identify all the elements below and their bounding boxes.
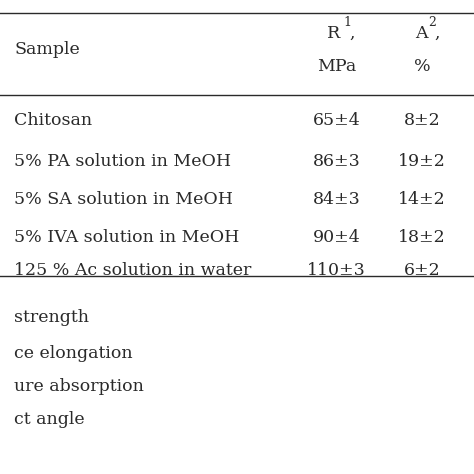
Text: strength: strength	[14, 309, 89, 326]
Text: ce elongation: ce elongation	[14, 345, 133, 362]
Text: 65±4: 65±4	[313, 112, 360, 129]
Text: MPa: MPa	[317, 58, 356, 75]
Text: 125 % Ac solution in water: 125 % Ac solution in water	[14, 262, 252, 279]
Text: 84±3: 84±3	[313, 191, 360, 208]
Text: ,: ,	[350, 25, 356, 42]
Text: 2: 2	[428, 16, 437, 29]
Text: 5% SA solution in MeOH: 5% SA solution in MeOH	[14, 191, 233, 208]
Text: 1: 1	[344, 16, 352, 29]
Text: ure absorption: ure absorption	[14, 378, 144, 395]
Text: ,: ,	[435, 25, 440, 42]
Text: 5% PA solution in MeOH: 5% PA solution in MeOH	[14, 153, 231, 170]
Text: 110±3: 110±3	[307, 262, 366, 279]
Text: 19±2: 19±2	[398, 153, 446, 170]
Text: 14±2: 14±2	[398, 191, 446, 208]
Text: ct angle: ct angle	[14, 411, 85, 428]
Text: R: R	[327, 25, 340, 42]
Text: 86±3: 86±3	[313, 153, 360, 170]
Text: A: A	[415, 25, 428, 42]
Text: 5% IVA solution in MeOH: 5% IVA solution in MeOH	[14, 228, 239, 246]
Text: 18±2: 18±2	[398, 228, 446, 246]
Text: 6±2: 6±2	[403, 262, 440, 279]
Text: 8±2: 8±2	[403, 112, 440, 129]
Text: Chitosan: Chitosan	[14, 112, 92, 129]
Text: 90±4: 90±4	[313, 228, 360, 246]
Text: %: %	[413, 58, 430, 75]
Text: Sample: Sample	[14, 41, 80, 58]
